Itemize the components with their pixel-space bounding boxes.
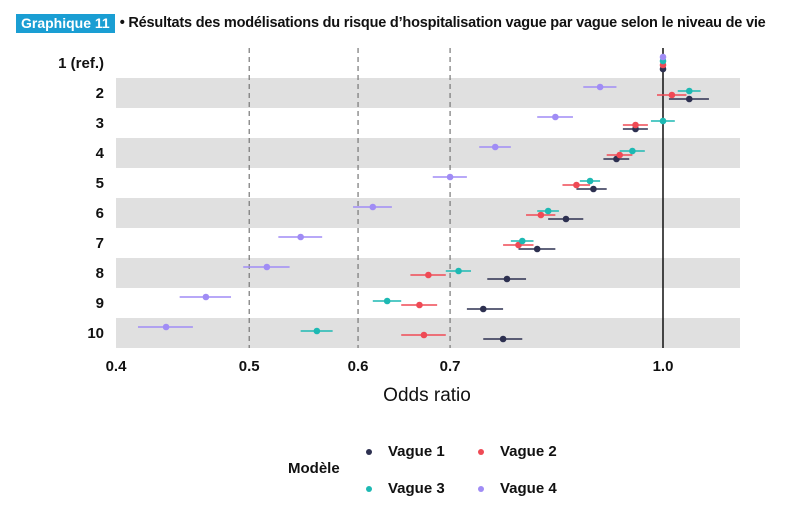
y-tick-label: 10 — [87, 325, 104, 342]
data-point — [562, 215, 570, 223]
data-point — [202, 293, 210, 301]
gridlines — [248, 48, 664, 348]
legend-label-vague-3: Vague 3 — [388, 480, 445, 497]
data-point — [659, 117, 667, 125]
legend-dot-vague-2 — [478, 448, 484, 455]
legend-dot-vague-4 — [478, 485, 484, 492]
y-tick-label: 5 — [96, 175, 104, 192]
y-tick-label: 7 — [96, 235, 104, 252]
data-point — [446, 173, 454, 181]
x-axis-title: Odds ratio — [383, 385, 471, 406]
legend: Modèle Vague 1 Vague 2 Vague 3 Vague 4 — [288, 440, 608, 506]
x-axis-labels: 0.4 0.5 0.6 0.7 1.0 — [106, 358, 674, 375]
y-tick-label: 2 — [96, 85, 104, 102]
data-point — [425, 271, 432, 279]
data-point — [313, 327, 321, 335]
row-band — [116, 78, 740, 108]
data-point — [420, 331, 428, 339]
chart-header: Graphique 11 • Résultats des modélisatio… — [16, 13, 766, 33]
legend-label-vague-4: Vague 4 — [500, 480, 557, 497]
data-point — [685, 87, 693, 95]
y-tick-label: 1 (ref.) — [58, 55, 104, 72]
legend-item-vague-2: Vague 2 — [478, 443, 557, 460]
y-tick-label: 6 — [96, 205, 104, 222]
data-point — [518, 237, 526, 245]
data-point — [162, 323, 170, 331]
data-point — [479, 305, 487, 313]
data-point — [685, 95, 693, 103]
data-point — [499, 335, 507, 343]
plot-marks — [137, 53, 709, 343]
legend-label-vague-2: Vague 2 — [500, 443, 557, 460]
legend-dot-vague-1 — [366, 448, 372, 455]
data-point — [263, 263, 271, 271]
x-tick-label: 0.7 — [440, 358, 461, 375]
y-tick-label: 3 — [96, 115, 104, 132]
data-point — [416, 301, 423, 309]
data-point — [596, 83, 604, 91]
x-tick-label: 0.6 — [348, 358, 369, 375]
legend-item-vague-1: Vague 1 — [366, 443, 445, 460]
chart-title: • Résultats des modélisations du risque … — [119, 15, 766, 31]
figure-badge: Graphique 11 — [16, 13, 115, 33]
data-point — [537, 211, 545, 219]
data-point — [455, 267, 462, 275]
data-point — [590, 185, 597, 193]
data-point — [491, 143, 499, 151]
data-point — [383, 297, 391, 305]
data-point — [632, 121, 639, 129]
legend-title: Modèle — [288, 460, 340, 477]
data-point — [369, 203, 377, 211]
data-point — [503, 275, 511, 283]
y-tick-label: 9 — [96, 295, 104, 312]
row-band — [116, 138, 740, 168]
y-axis-labels: 1 (ref.) 2 3 4 5 6 7 8 9 10 — [58, 55, 105, 342]
x-tick-label: 0.5 — [239, 358, 260, 375]
legend-dot-vague-3 — [366, 485, 372, 492]
legend-item-vague-4: Vague 4 — [478, 480, 557, 497]
row-band — [116, 198, 740, 228]
data-point — [616, 151, 623, 159]
y-tick-label: 4 — [96, 145, 105, 162]
data-point — [573, 181, 580, 189]
data-point — [533, 245, 541, 253]
x-tick-label: 1.0 — [653, 358, 674, 375]
data-point — [552, 113, 559, 121]
x-tick-label: 0.4 — [106, 358, 128, 375]
legend-label-vague-1: Vague 1 — [388, 443, 445, 460]
data-point — [586, 177, 594, 185]
data-point — [297, 233, 304, 241]
row-band — [116, 318, 740, 348]
data-point — [629, 147, 636, 155]
data-point — [659, 53, 667, 61]
y-tick-label: 8 — [96, 265, 104, 282]
data-point — [668, 91, 676, 99]
forest-plot: 1 (ref.) 2 3 4 5 6 7 8 9 10 0.4 0.5 0.6 0.7 1.0 Odds … — [58, 48, 740, 406]
data-point — [544, 207, 552, 215]
legend-item-vague-3: Vague 3 — [366, 480, 445, 497]
row-bands — [116, 78, 740, 348]
